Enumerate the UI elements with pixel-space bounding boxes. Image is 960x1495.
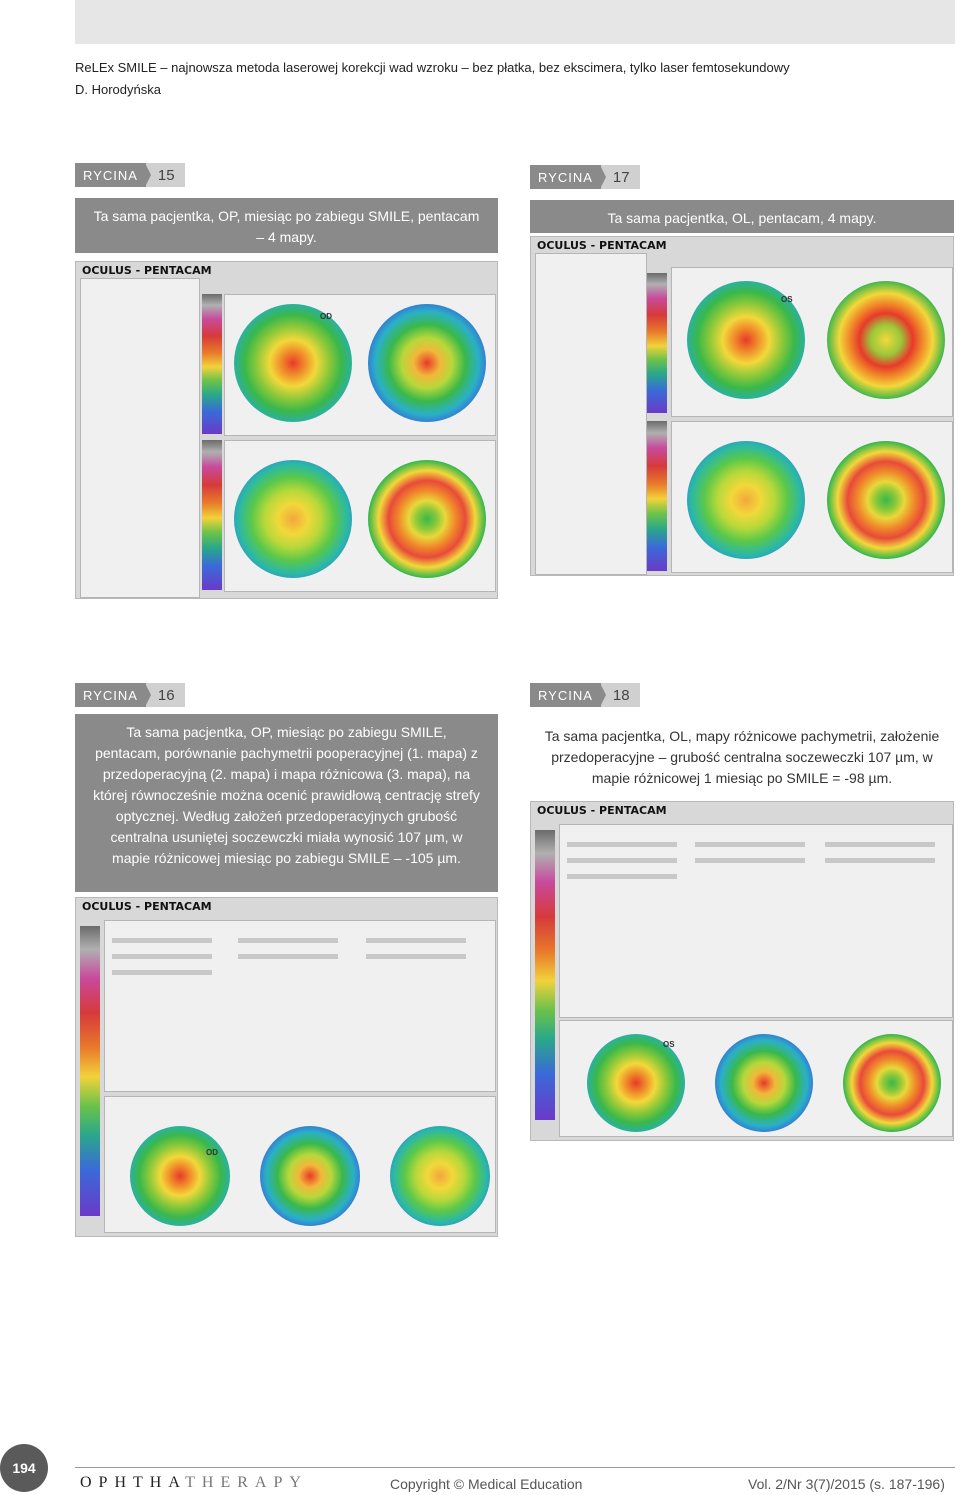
map-pachymetry [687, 441, 805, 559]
figure-15-screenshot: OCULUS - PENTACAM OD [75, 261, 498, 599]
map-pachymetry-pre [715, 1034, 813, 1132]
map-pachymetry-post [130, 1126, 230, 1226]
top-gray-bar [75, 0, 955, 44]
map-elevation-back [827, 441, 945, 559]
figure-16-label: RYCINA 16 [75, 683, 185, 707]
figure-15-label: RYCINA 15 [75, 163, 185, 187]
figure-18-screenshot: OCULUS - PENTACAM OS [530, 801, 954, 1141]
volume-info: Vol. 2/Nr 3(7)/2015 (s. 187-196) [748, 1476, 945, 1492]
map-elevation-back [368, 460, 486, 578]
map-elevation [827, 281, 945, 399]
map-elevation [368, 304, 486, 422]
running-author: D. Horodyńska [75, 82, 161, 97]
map-difference [390, 1126, 490, 1226]
figure-17-caption: Ta sama pacjentka, OL, pentacam, 4 mapy. [530, 200, 954, 233]
figure-18-label: RYCINA 18 [530, 683, 640, 707]
map-difference [843, 1034, 941, 1132]
figure-16-screenshot: OCULUS - PENTACAM OD [75, 897, 498, 1237]
map-sagittal [687, 281, 805, 399]
running-title: ReLEx SMILE – najnowsza metoda laserowej… [75, 60, 790, 75]
figure-17-label: RYCINA 17 [530, 165, 640, 189]
map-pachymetry [234, 460, 352, 578]
figure-15-caption: Ta sama pacjentka, OP, miesiąc po zabieg… [75, 198, 498, 253]
map-pachymetry-pre [260, 1126, 360, 1226]
footer-divider [75, 1467, 955, 1468]
map-sagittal [234, 304, 352, 422]
figure-18-caption: Ta sama pacjentka, OL, mapy różnicowe pa… [530, 718, 954, 796]
journal-name: OPHTHATHERAPY [80, 1474, 308, 1491]
copyright: Copyright © Medical Education [390, 1476, 583, 1492]
figure-17-screenshot: OCULUS - PENTACAM OS [530, 236, 954, 576]
map-pachymetry-post [587, 1034, 685, 1132]
page-number: 194 [0, 1444, 48, 1492]
figure-16-caption: Ta sama pacjentka, OP, miesiąc po zabieg… [75, 714, 498, 892]
